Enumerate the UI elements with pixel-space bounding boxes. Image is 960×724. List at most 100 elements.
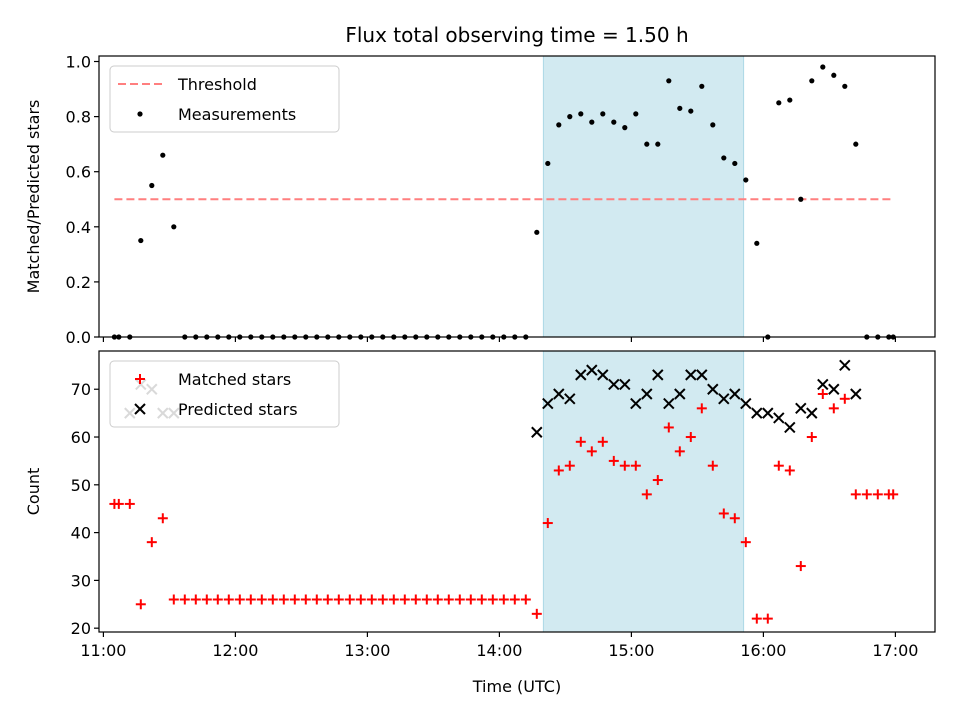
data-point [355,594,366,605]
data-point [567,114,573,120]
data-point [311,594,322,605]
data-point [652,369,664,381]
marker-stroke [586,364,598,376]
data-point [740,397,752,410]
data-point [696,369,708,381]
data-point [564,393,576,405]
x-tick-label: 14:00 [476,641,522,660]
data-point [710,122,716,128]
data-point [586,364,598,376]
data-point [685,432,696,443]
marker-stroke [674,388,686,400]
x-tick-label: 11:00 [80,641,126,660]
data-point [245,594,256,605]
chart-title: Flux total observing time = 1.50 h [345,23,688,47]
data-point [754,240,760,246]
data-point [454,594,465,605]
data-point [443,594,454,605]
data-point [135,599,146,610]
y-tick-label: 50 [71,476,91,495]
data-point [831,72,837,78]
data-point [534,229,540,235]
data-point [509,594,520,605]
data-point [751,613,762,624]
y-tick-label: 0.8 [66,108,91,127]
data-point [663,397,675,410]
data-point [888,489,899,500]
data-point [718,393,730,405]
data-point [861,489,872,500]
plot-area [109,359,899,624]
marker-stroke [134,403,146,415]
data-point [784,465,795,476]
data-point [333,594,344,605]
x-tick-label: 12:00 [212,641,258,660]
data-point [344,594,355,605]
marker-stroke [652,369,664,381]
legend: Matched stars Predicted stars [109,360,340,428]
data-point [168,594,179,605]
data-point [300,594,311,605]
data-point [388,594,399,605]
marker-stroke [850,388,862,400]
data-point [630,397,642,410]
marker-stroke [751,407,763,419]
data-point [795,402,807,415]
data-point [751,407,763,419]
data-point [740,537,751,548]
data-point [465,594,476,605]
legend-box [109,360,340,428]
marker-stroke [828,383,840,395]
data-point [776,100,782,106]
data-point [798,196,804,202]
data-point [721,155,727,161]
data-point [542,518,553,529]
marker-stroke [729,388,741,400]
data-point [828,403,839,414]
data-point [619,460,630,471]
marker-stroke [597,369,609,381]
y-tick-label: 1.0 [66,53,91,72]
data-point [575,369,587,381]
data-point [853,141,859,147]
legend-marker [135,374,145,384]
data-point [762,407,774,419]
data-point [179,594,190,605]
marker-stroke [718,393,730,405]
data-point [820,64,826,70]
legend-label: Threshold [177,75,257,94]
data-point [278,594,289,605]
marker-stroke [839,359,851,372]
data-point [674,388,686,400]
x-tick-label: 16:00 [740,641,786,660]
marker-stroke [608,378,620,391]
axes-frame [98,350,936,633]
data-point [597,369,609,381]
data-point [575,436,586,447]
x-tick-label: 13:00 [344,641,390,660]
y-tick-label: 0.4 [66,218,91,237]
marker-stroke [575,369,587,381]
data-point [256,594,267,605]
data-point [597,436,608,447]
data-point [773,460,784,471]
data-point [267,594,278,605]
data-point [850,489,861,500]
data-point [556,122,562,128]
data-point [608,455,619,466]
data-point [787,97,793,103]
data-point [685,369,697,381]
marker-stroke [531,426,543,438]
data-point [498,594,509,605]
data-point [688,108,694,114]
data-point [729,513,740,524]
data-point [732,160,738,167]
data-point [666,78,672,84]
observing-span [542,55,745,338]
data-point [432,594,443,605]
data-point [795,561,806,572]
data-point [531,608,542,619]
marker-stroke [784,421,796,434]
y-tick-label: 60 [71,428,91,447]
data-point [520,594,531,605]
